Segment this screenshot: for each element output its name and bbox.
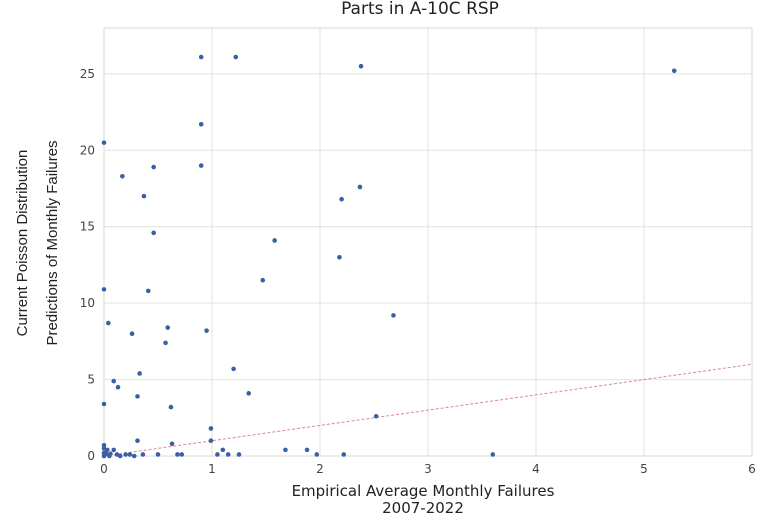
data-point [358, 63, 364, 69]
data-point [140, 452, 146, 457]
data-point [163, 340, 168, 346]
data-point [101, 401, 107, 407]
data-point [337, 254, 342, 260]
x-axis-label-line-2: 2007-2022 [382, 499, 464, 515]
x-tick-label: 1 [208, 462, 216, 476]
points-layer [101, 54, 677, 459]
data-point [208, 438, 214, 444]
data-point [391, 313, 396, 318]
data-point [339, 196, 344, 202]
data-point [168, 404, 174, 410]
x-tick-label: 5 [640, 462, 648, 476]
data-point [198, 163, 204, 168]
data-point [151, 164, 156, 170]
y-tick-label: 5 [87, 373, 95, 387]
data-point [225, 452, 231, 457]
data-point [123, 452, 128, 457]
x-tick-label: 6 [748, 462, 756, 476]
data-point [671, 68, 677, 74]
data-point [111, 378, 117, 384]
y-tick-label: 20 [80, 143, 95, 157]
data-point [141, 193, 147, 199]
data-point [357, 184, 363, 190]
data-point [127, 452, 133, 457]
data-point [198, 54, 204, 60]
y-axis-label-line-2: Predictions of Monthly Failures [44, 140, 61, 345]
x-tick-label: 3 [424, 462, 432, 476]
data-point [106, 320, 111, 326]
data-point [111, 447, 117, 453]
data-point [179, 452, 185, 457]
data-point [155, 452, 161, 457]
data-point [215, 452, 220, 457]
reference-line [103, 363, 753, 457]
data-point [314, 452, 320, 457]
y-axis-label-line-1: Current Poisson Distribution [14, 150, 31, 337]
data-point [169, 441, 175, 447]
data-point [115, 384, 121, 390]
data-point [129, 331, 135, 337]
x-tick-label: 0 [100, 462, 108, 476]
data-point [246, 391, 252, 396]
data-point [208, 426, 214, 431]
data-point [233, 54, 239, 60]
grid-layer [103, 28, 753, 457]
y-tick-label: 0 [87, 449, 95, 463]
data-point [373, 413, 379, 419]
data-point [101, 140, 107, 145]
data-point [283, 447, 288, 453]
chart-title: Parts in A-10C RSP [341, 0, 499, 19]
data-point [107, 453, 112, 459]
data-point [135, 438, 140, 444]
data-point [231, 366, 236, 372]
data-point [137, 371, 142, 376]
data-point [272, 238, 277, 243]
y-tick-labels: 0 5 10 15 20 25 [80, 67, 95, 463]
data-point [204, 328, 209, 333]
x-tick-label: 2 [316, 462, 324, 476]
data-point [131, 453, 137, 459]
data-point [198, 122, 204, 127]
data-point [490, 452, 496, 457]
data-point [101, 287, 107, 292]
data-point [304, 447, 310, 453]
data-point [236, 452, 242, 457]
data-point [135, 394, 140, 399]
data-point [151, 230, 156, 236]
y-tick-label: 25 [80, 67, 95, 81]
data-point [145, 288, 151, 294]
x-tick-label: 4 [532, 462, 540, 476]
plot-frame [103, 27, 753, 457]
data-point [165, 325, 171, 330]
data-point [101, 453, 107, 459]
data-point [341, 452, 347, 457]
data-point [117, 453, 123, 459]
data-point [175, 452, 180, 457]
data-point [104, 447, 110, 453]
x-axis-label-line-1: Empirical Average Monthly Failures [292, 482, 555, 500]
data-point [260, 277, 266, 283]
data-point [220, 447, 226, 453]
y-tick-label: 10 [80, 296, 95, 310]
data-point [120, 173, 125, 179]
x-tick-labels: 0 1 2 3 4 5 6 [100, 462, 756, 476]
y-tick-label: 15 [80, 220, 95, 234]
